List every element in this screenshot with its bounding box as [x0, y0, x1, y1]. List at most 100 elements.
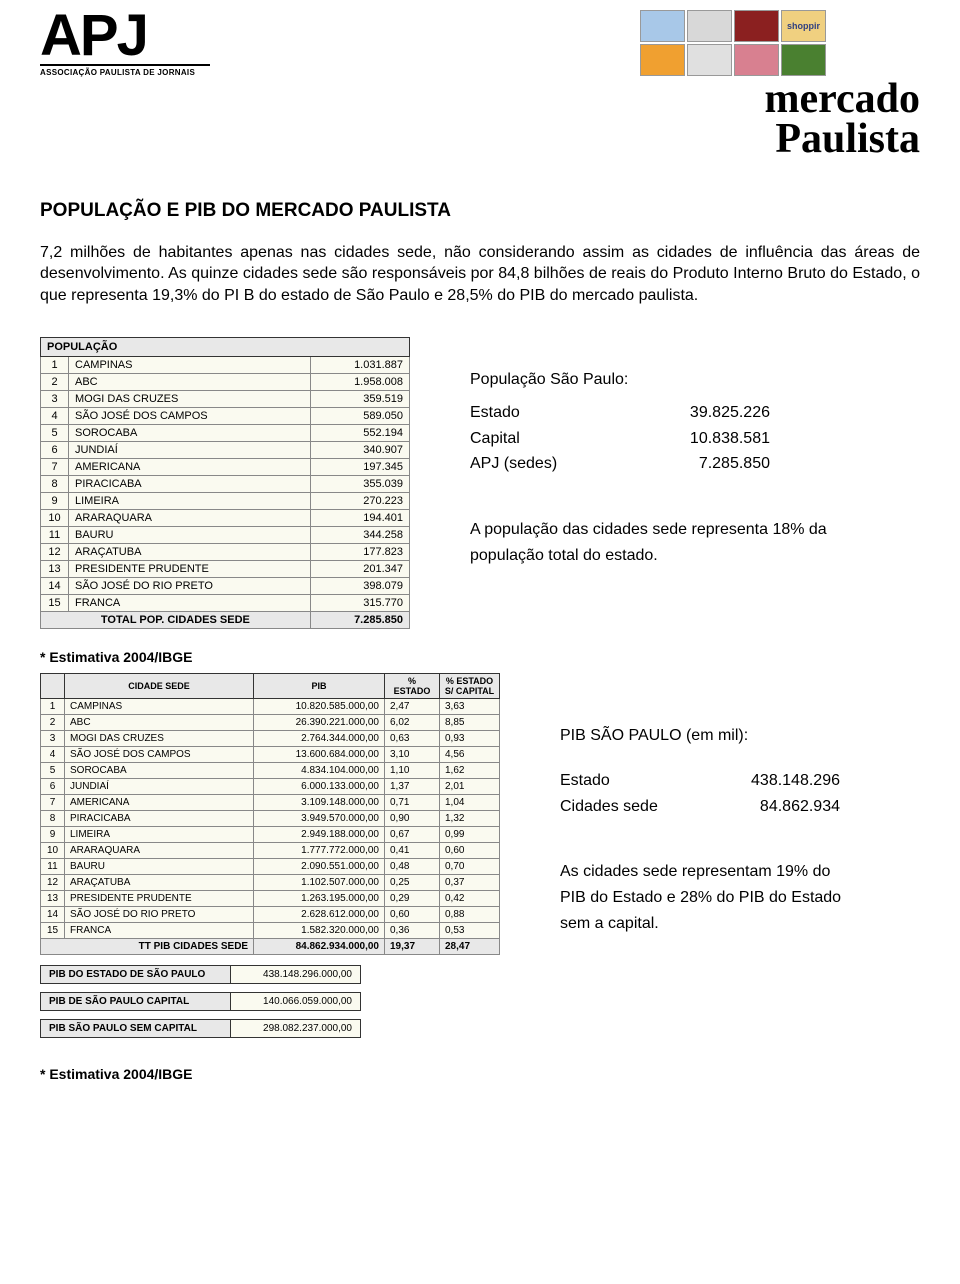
estimate-note-1: * Estimativa 2004/IBGE: [40, 649, 920, 665]
table-row: 11 BAURU 344.258: [41, 526, 410, 543]
pct-estado: 0,67: [385, 826, 440, 842]
extra-label: PIB DE SÃO PAULO CAPITAL: [41, 992, 231, 1010]
pib-total-pct1: 19,37: [385, 938, 440, 954]
summary-label: APJ (sedes): [470, 451, 557, 477]
pib-value: 3.109.148.000,00: [254, 794, 385, 810]
population-value: 1.031.887: [310, 356, 409, 373]
estimate-note-2: * Estimativa 2004/IBGE: [40, 1066, 920, 1082]
pct-estado: 0,36: [385, 922, 440, 938]
table-row: 13 PRESIDENTE PRUDENTE 201.347: [41, 560, 410, 577]
table-row: 12 ARAÇATUBA 177.823: [41, 543, 410, 560]
extra-value: 140.066.059.000,00: [231, 992, 361, 1010]
pct-sem-capital: 1,32: [440, 810, 500, 826]
city-name: SÃO JOSÉ DO RIO PRETO: [69, 577, 311, 594]
population-value: 552.194: [310, 424, 409, 441]
table-row: 13 PRESIDENTE PRUDENTE 1.263.195.000,00 …: [41, 890, 500, 906]
pib-value: 10.820.585.000,00: [254, 698, 385, 714]
pib-value: 13.600.684.000,00: [254, 746, 385, 762]
city-name: MOGI DAS CRUZES: [65, 730, 254, 746]
row-index: 10: [41, 509, 69, 526]
population-value: 197.345: [310, 458, 409, 475]
population-table-header: POPULAÇÃO: [41, 337, 410, 356]
pib-value: 2.764.344.000,00: [254, 730, 385, 746]
col-header: % ESTADO S/ CAPITAL: [440, 673, 500, 698]
extra-label: PIB DO ESTADO DE SÃO PAULO: [41, 965, 231, 983]
pct-sem-capital: 8,85: [440, 714, 500, 730]
city-name: LIMEIRA: [65, 826, 254, 842]
city-name: ARAÇATUBA: [65, 874, 254, 890]
pct-estado: 1,37: [385, 778, 440, 794]
population-value: 270.223: [310, 492, 409, 509]
city-name: PIRACICABA: [69, 475, 311, 492]
table-row: 6 JUNDIAÍ 340.907: [41, 441, 410, 458]
mercado-logo: shoppir mercado Paulista: [640, 10, 920, 160]
table-row: 14 SÃO JOSÉ DO RIO PRETO 398.079: [41, 577, 410, 594]
row-index: 6: [41, 441, 69, 458]
apj-logo: APJ ASSOCIAÇÃO PAULISTA DE JORNAIS: [40, 10, 210, 77]
city-name: CAMPINAS: [69, 356, 311, 373]
pct-sem-capital: 0,93: [440, 730, 500, 746]
pct-sem-capital: 1,62: [440, 762, 500, 778]
pib-total-pct2: 28,47: [440, 938, 500, 954]
pib-total-label: TT PIB CIDADES SEDE: [41, 938, 254, 954]
city-name: SOROCABA: [65, 762, 254, 778]
population-value: 359.519: [310, 390, 409, 407]
row-index: 12: [41, 874, 65, 890]
city-name: JUNDIAÍ: [65, 778, 254, 794]
row-index: 11: [41, 858, 65, 874]
row-index: 13: [41, 560, 69, 577]
summary-value: 84.862.934: [760, 794, 840, 820]
pct-estado: 0,41: [385, 842, 440, 858]
pib-value: 26.390.221.000,00: [254, 714, 385, 730]
population-summary-panel: População São Paulo: Estado39.825.226Cap…: [470, 337, 830, 569]
row-index: 4: [41, 407, 69, 424]
population-value: 177.823: [310, 543, 409, 560]
population-value: 340.907: [310, 441, 409, 458]
population-value: 201.347: [310, 560, 409, 577]
table-row: 5 SOROCABA 552.194: [41, 424, 410, 441]
row-index: 15: [41, 594, 69, 611]
pct-estado: 0,48: [385, 858, 440, 874]
pib-value: 4.834.104.000,00: [254, 762, 385, 778]
pib-summary-panel: PIB SÃO PAULO (em mil): Estado438.148.29…: [560, 673, 850, 937]
table-row: 3 MOGI DAS CRUZES 2.764.344.000,00 0,63 …: [41, 730, 500, 746]
table-row: 8 PIRACICABA 355.039: [41, 475, 410, 492]
table-row: 4 SÃO JOSÉ DOS CAMPOS 13.600.684.000,00 …: [41, 746, 500, 762]
header-thumbnail: [781, 44, 826, 76]
pib-value: 1.263.195.000,00: [254, 890, 385, 906]
pct-sem-capital: 4,56: [440, 746, 500, 762]
population-value: 589.050: [310, 407, 409, 424]
pct-estado: 6,02: [385, 714, 440, 730]
pib-total-value: 84.862.934.000,00: [254, 938, 385, 954]
table-row: 1 CAMPINAS 1.031.887: [41, 356, 410, 373]
pct-estado: 0,71: [385, 794, 440, 810]
table-row: 2 ABC 26.390.221.000,00 6,02 8,85: [41, 714, 500, 730]
pct-sem-capital: 0,37: [440, 874, 500, 890]
pct-sem-capital: 0,70: [440, 858, 500, 874]
pct-estado: 3,10: [385, 746, 440, 762]
row-index: 7: [41, 794, 65, 810]
header-thumbnail: [687, 10, 732, 42]
city-name: ARARAQUARA: [65, 842, 254, 858]
pct-estado: 2,47: [385, 698, 440, 714]
table-row: 7 AMERICANA 3.109.148.000,00 0,71 1,04: [41, 794, 500, 810]
pct-estado: 0,29: [385, 890, 440, 906]
summary-line: APJ (sedes) 7.285.850: [470, 451, 770, 477]
city-name: BAURU: [69, 526, 311, 543]
table-row: 1 CAMPINAS 10.820.585.000,00 2,47 3,63: [41, 698, 500, 714]
city-name: ABC: [69, 373, 311, 390]
pib-extra-table: PIB DE SÃO PAULO CAPITAL 140.066.059.000…: [40, 992, 361, 1011]
table-row: 2 ABC 1.958.008: [41, 373, 410, 390]
extra-value: 438.148.296.000,00: [231, 965, 361, 983]
row-index: 9: [41, 492, 69, 509]
row-index: 8: [41, 475, 69, 492]
summary-value: 7.285.850: [699, 451, 770, 477]
pct-estado: 0,90: [385, 810, 440, 826]
summary-label: Cidades sede: [560, 794, 658, 820]
summary-label: Estado: [470, 400, 520, 426]
city-name: MOGI DAS CRUZES: [69, 390, 311, 407]
pop-total-value: 7.285.850: [310, 611, 409, 628]
col-header: CIDADE SEDE: [65, 673, 254, 698]
pop-summary-text: A população das cidades sede representa …: [470, 517, 830, 568]
col-header: [41, 673, 65, 698]
